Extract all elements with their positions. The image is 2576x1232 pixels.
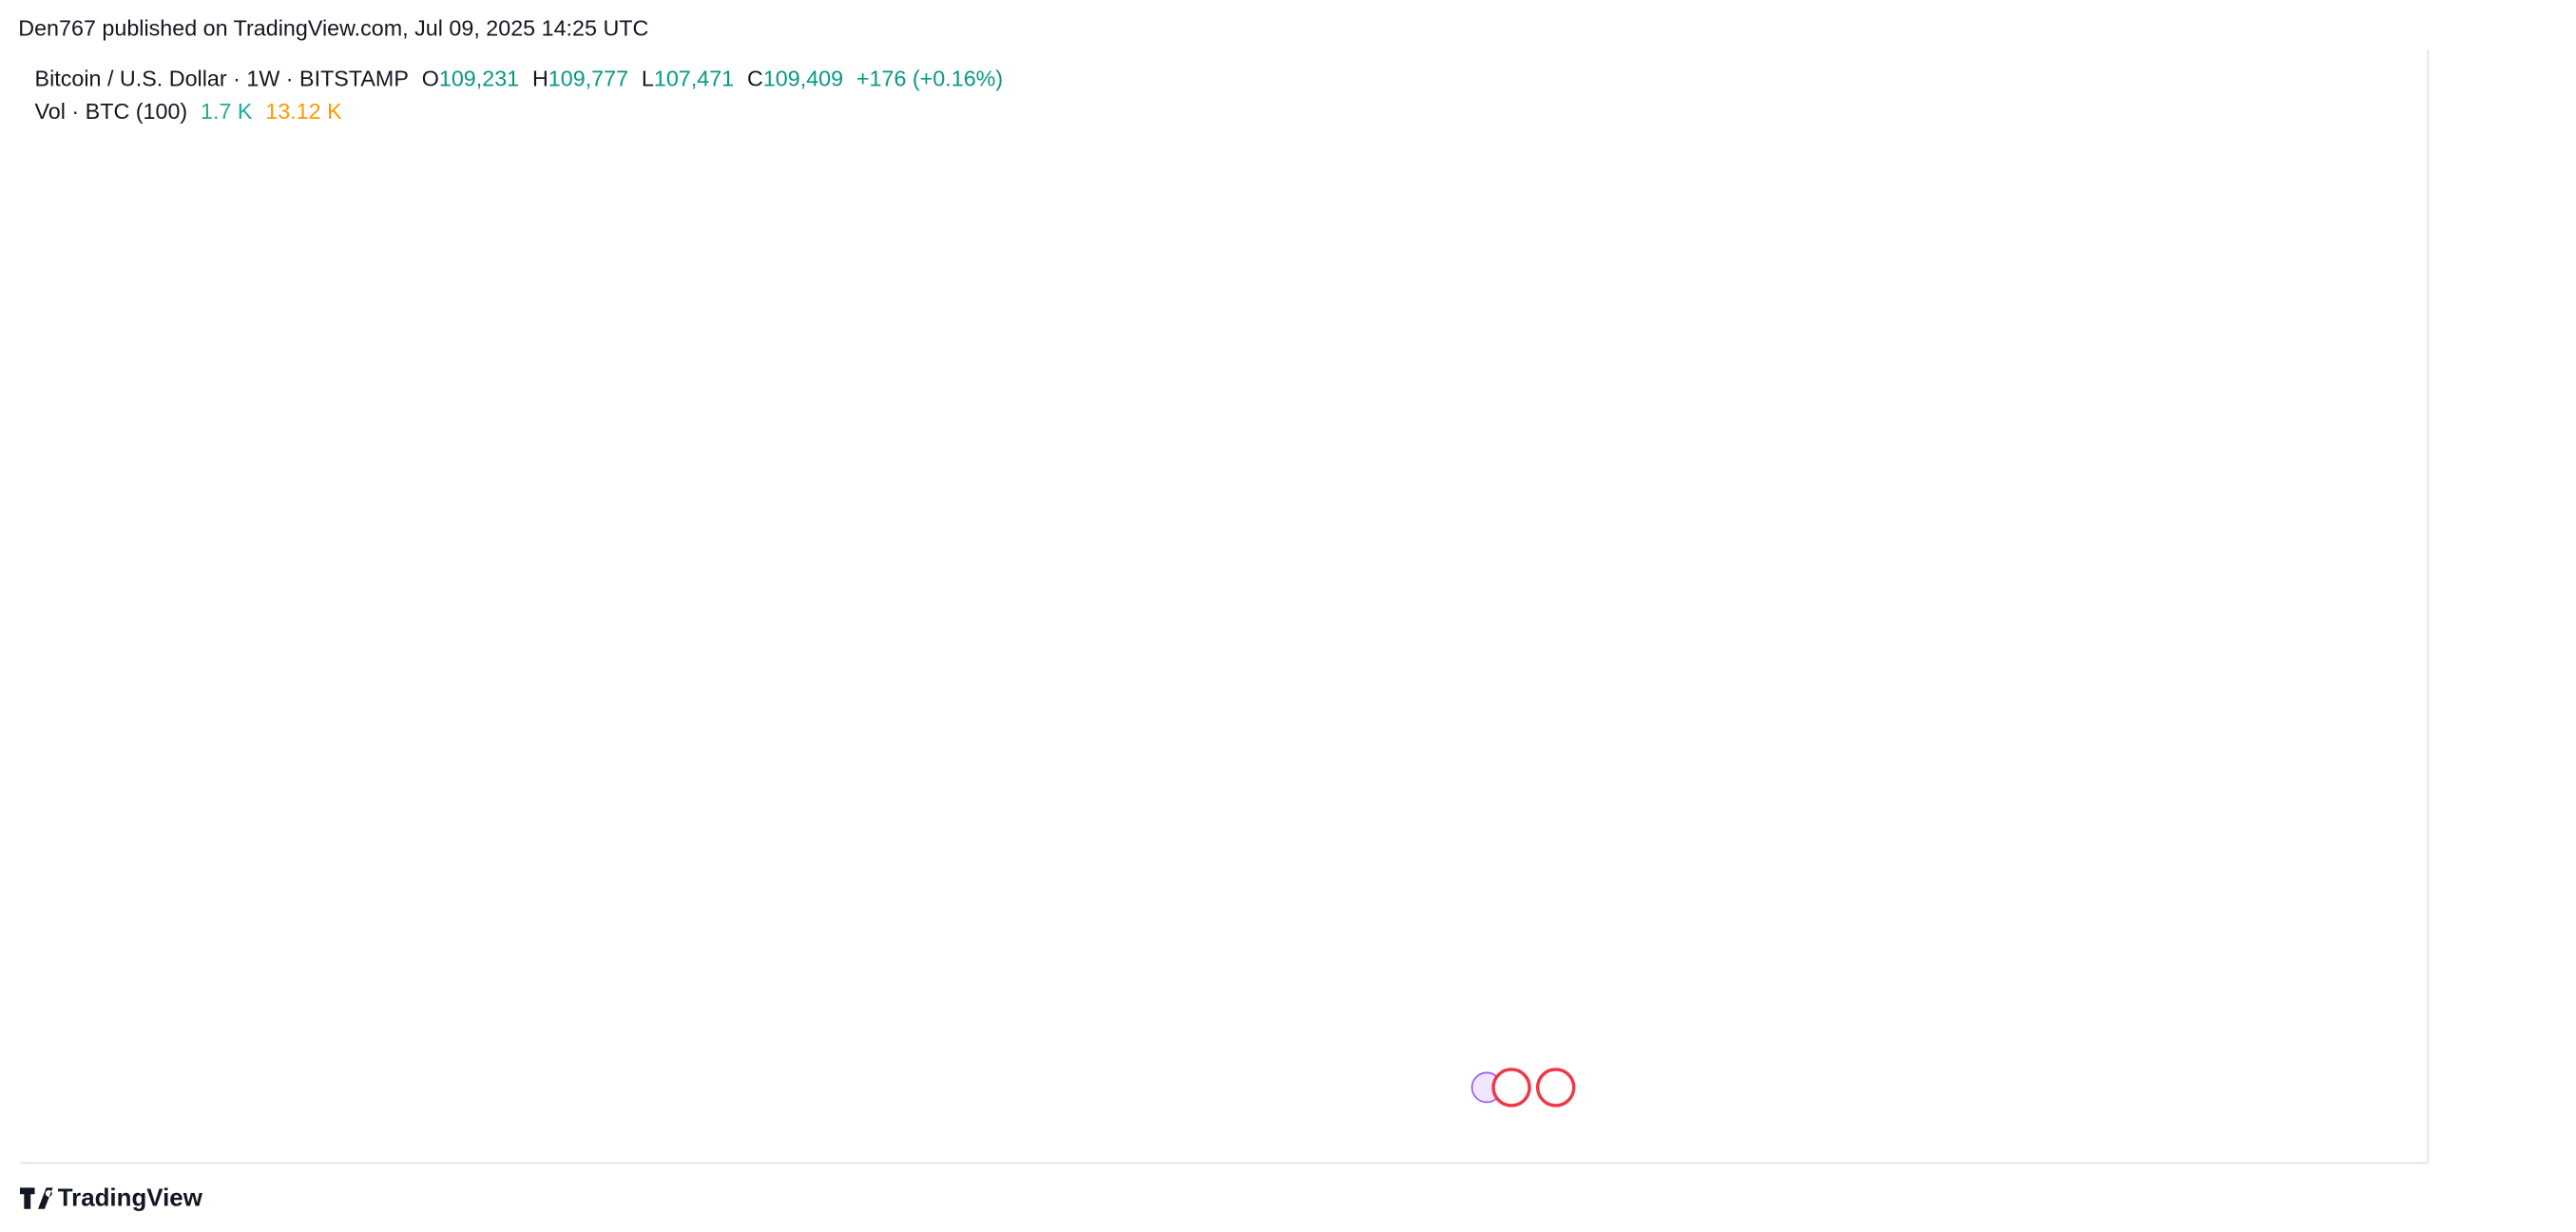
- c-key: C: [747, 67, 763, 91]
- o-key: O: [422, 67, 439, 91]
- l-value: 107,471: [654, 67, 734, 91]
- h-value: 109,777: [548, 67, 628, 91]
- symbol-name: Bitcoin / U.S. Dollar · 1W · BITSTAMP: [35, 67, 409, 91]
- volume-name: Vol · BTC (100): [35, 99, 188, 124]
- c-value: 109,409: [763, 67, 843, 91]
- icon: [1535, 1068, 1576, 1107]
- symbol: Bitcoin / U.S. Dollar · 1W · BITSTAMP O10…: [35, 67, 1004, 91]
- icon: [1491, 1068, 1531, 1107]
- brand: TradingView: [58, 1184, 203, 1211]
- volume-value: 1.7 K: [201, 99, 253, 124]
- logo: [19, 1187, 53, 1209]
- h-key: H: [532, 67, 548, 91]
- o-value: 109,231: [439, 67, 519, 91]
- volume-legend: Vol · BTC (100) 1.7 K 13.12 K: [35, 99, 343, 124]
- publish-note: Den767 published on TradingView.com, Jul…: [18, 15, 648, 40]
- change: +176 (+0.16%): [856, 67, 1003, 91]
- event-icons: [1471, 1068, 1576, 1107]
- volume-ma-value: 13.12 K: [265, 99, 342, 124]
- footer-logo: TradingView: [19, 1184, 203, 1211]
- legend: Bitcoin / U.S. Dollar · 1W · BITSTAMP O10…: [35, 67, 1004, 125]
- l-key: L: [642, 67, 654, 91]
